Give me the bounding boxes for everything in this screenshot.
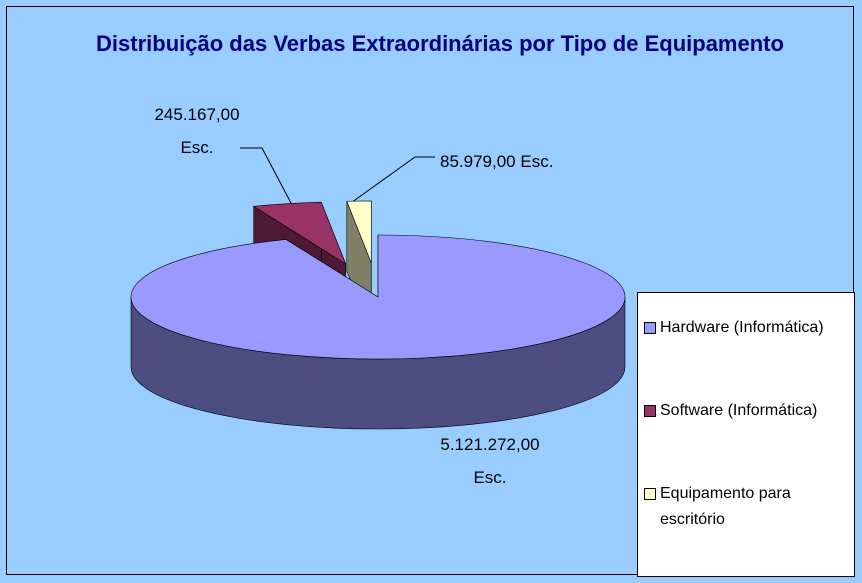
slice-top	[130, 234, 626, 360]
legend-swatch	[644, 322, 656, 334]
legend-label: Hardware (Informática)	[660, 319, 824, 336]
legend-swatch	[644, 405, 656, 417]
slice-top	[346, 200, 372, 264]
chart-frame	[6, 6, 854, 575]
data-label: 85.979,00 Esc.	[440, 152, 554, 171]
leader-line	[240, 147, 293, 206]
chart-title: Distribuição das Verbas Extraordinárias …	[96, 31, 784, 56]
legend-entry: Hardware (Informática)	[644, 315, 850, 341]
slice	[130, 234, 626, 430]
legend-swatch	[644, 488, 656, 500]
data-label: 5.121.272,00 Esc.	[440, 435, 540, 487]
slice-top	[252, 201, 347, 265]
data-label: 245.167,00 Esc.	[154, 105, 240, 157]
legend-entry: Equipamento para escritório	[644, 481, 850, 533]
legend-entry: Software (Informática)	[644, 398, 850, 424]
leader-line	[347, 156, 435, 206]
legend-label: Equipamento para escritório	[660, 485, 791, 528]
legend: Hardware (Informática) Software (Informát…	[637, 292, 855, 577]
legend-label: Software (Informática)	[660, 402, 818, 419]
